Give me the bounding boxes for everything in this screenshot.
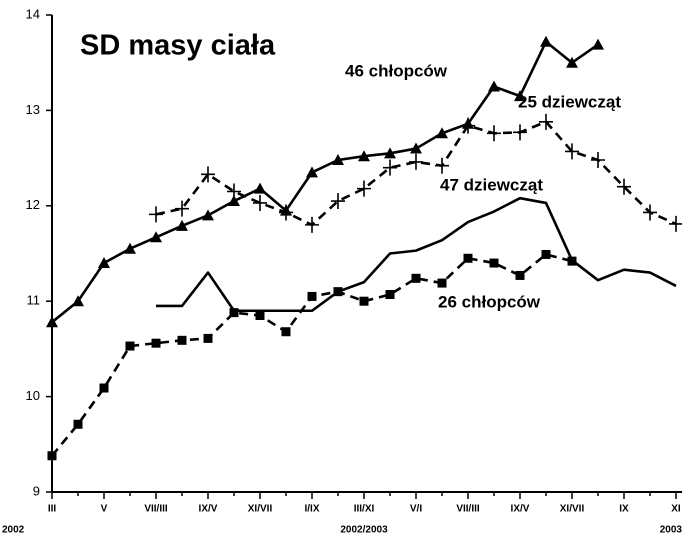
line: [155, 120, 677, 227]
marker: [72, 295, 84, 307]
marker: [359, 296, 369, 306]
marker: [567, 256, 577, 266]
y-tick-label: 11: [27, 293, 41, 308]
marker: [46, 316, 58, 328]
marker: [592, 38, 604, 50]
series-label: 25 dziewcząt: [518, 92, 621, 111]
marker: [487, 125, 501, 142]
marker: [409, 153, 423, 170]
y-tick-label: 13: [26, 102, 40, 117]
line: [156, 196, 677, 313]
marker: [463, 253, 473, 263]
marker: [307, 291, 317, 301]
marker: [47, 451, 57, 461]
marker: [279, 204, 293, 221]
y-tick-label: 9: [33, 483, 40, 498]
marker: [515, 270, 525, 280]
x-tick-label: XI: [671, 504, 681, 515]
marker: [669, 215, 682, 232]
marker: [150, 231, 162, 243]
marker: [565, 143, 579, 160]
period-label: 2003: [660, 525, 682, 536]
x-tick-label: IX/V: [199, 504, 218, 515]
marker: [617, 178, 631, 195]
marker: [514, 90, 526, 102]
y-tick-label: 14: [26, 6, 40, 21]
series-label: 47 dziewcząt: [440, 175, 543, 194]
marker: [124, 242, 136, 254]
marker: [305, 216, 319, 233]
marker: [281, 327, 291, 337]
marker: [228, 195, 240, 207]
marker: [437, 278, 447, 288]
x-tick-label: XI/VII: [560, 504, 585, 515]
x-tick-label: I/IX: [304, 504, 319, 515]
marker: [410, 142, 422, 154]
marker: [151, 338, 161, 348]
marker: [331, 193, 345, 210]
period-label: 2002/2003: [340, 525, 388, 536]
marker: [489, 258, 499, 268]
marker: [384, 147, 396, 159]
line: [50, 253, 573, 457]
marker: [591, 152, 605, 169]
marker: [383, 159, 397, 176]
marker: [125, 341, 135, 351]
marker: [73, 419, 83, 429]
y-tick-label: 12: [26, 197, 40, 212]
line: [51, 40, 599, 324]
y-tick-label: 10: [26, 388, 40, 403]
marker: [175, 200, 189, 217]
x-tick-label: V/I: [410, 504, 422, 515]
marker: [436, 127, 448, 139]
x-tick-label: XI/VII: [248, 504, 273, 515]
marker: [332, 154, 344, 166]
marker: [149, 206, 163, 223]
x-tick-label: IX/V: [511, 504, 530, 515]
x-tick-label: IX: [619, 504, 629, 515]
marker: [254, 182, 266, 194]
marker: [255, 311, 265, 321]
marker: [333, 287, 343, 297]
period-label: 2002: [2, 525, 25, 536]
x-tick-label: III: [48, 504, 57, 515]
marker: [643, 204, 657, 221]
marker: [98, 257, 110, 269]
x-tick-label: VII/III: [144, 504, 168, 515]
marker: [201, 166, 215, 183]
marker: [435, 157, 449, 174]
x-tick-label: III/XI: [354, 504, 375, 515]
marker: [177, 335, 187, 345]
marker: [540, 35, 552, 47]
marker: [203, 333, 213, 343]
marker: [513, 124, 527, 141]
marker: [488, 80, 500, 92]
marker: [541, 249, 551, 259]
marker: [99, 383, 109, 393]
marker: [229, 308, 239, 318]
marker: [539, 113, 553, 130]
chart-title: SD masy ciała: [80, 30, 276, 62]
series-label: 26 chłopców: [438, 292, 541, 311]
marker: [357, 180, 371, 197]
marker: [358, 150, 370, 162]
marker: [253, 194, 267, 211]
series-label: 46 chłopców: [345, 61, 448, 80]
marker: [306, 166, 318, 178]
marker: [461, 117, 475, 134]
x-tick-label: V: [101, 504, 108, 515]
marker: [385, 290, 395, 300]
marker: [202, 209, 214, 221]
marker: [566, 56, 578, 68]
marker: [227, 183, 241, 200]
marker: [176, 219, 188, 231]
x-tick-label: VII/III: [456, 504, 480, 515]
marker: [411, 273, 421, 283]
